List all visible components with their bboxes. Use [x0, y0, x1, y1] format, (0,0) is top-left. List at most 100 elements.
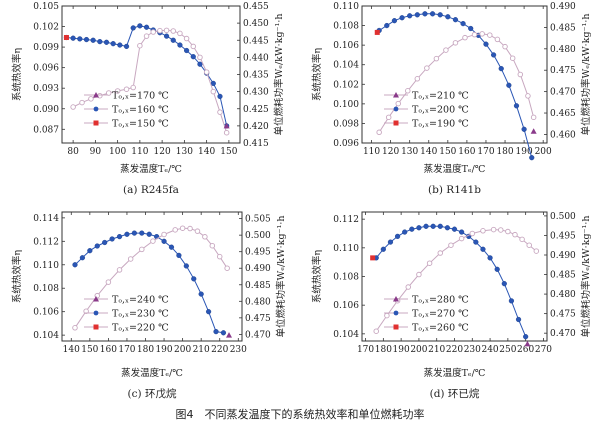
- efficiency-point: [87, 248, 93, 254]
- fuel-power-point: [509, 55, 516, 61]
- fuel-power-point: [498, 227, 504, 233]
- efficiency-point: [190, 54, 196, 60]
- y-left-tick-label: 0.108: [33, 284, 59, 294]
- y-right-tick-label: 0.470: [550, 329, 576, 339]
- x-tick-label: 230: [464, 345, 481, 355]
- efficiency-point: [402, 229, 408, 235]
- fuel-power-point: [217, 109, 223, 115]
- efficiency-point: [498, 66, 504, 72]
- efficiency-point: [380, 246, 386, 252]
- legend-marker-square: [393, 324, 399, 330]
- y-right-tick-label: 0.450: [243, 19, 269, 29]
- y-left-tick-label: 0.110: [33, 261, 59, 271]
- efficiency-point: [176, 252, 182, 258]
- efficiency-point: [103, 39, 110, 45]
- x-tick-label: 160: [458, 147, 475, 157]
- efficiency-point: [220, 330, 227, 336]
- legend-label: Tₒ,ₓ=190 ℃: [412, 119, 469, 130]
- legend-marker-circle: [93, 310, 99, 316]
- x-tick-label: 240: [481, 345, 498, 355]
- fuel-power-point: [479, 31, 485, 37]
- efficiency-point: [508, 298, 515, 304]
- fuel-power-point: [405, 284, 412, 290]
- efficiency-point: [102, 239, 108, 246]
- legend-label: Tₒ,ₓ=220 ℃: [112, 323, 169, 334]
- fuel-power-point: [224, 265, 230, 271]
- y-left-tick-label: 0.104: [333, 330, 359, 340]
- fuel-power-point: [405, 88, 411, 94]
- fuel-power-point: [150, 238, 156, 244]
- y-left-axis-label: 系统热效率η: [311, 250, 323, 304]
- x-axis-label: 蒸发温度Tₑ/℃: [121, 367, 183, 379]
- legend-label: Tₒ,ₓ=270 ℃: [412, 309, 469, 320]
- efficiency-point: [423, 223, 429, 229]
- y-left-tick-label: 0.098: [333, 119, 359, 129]
- efficiency-point: [460, 21, 466, 27]
- y-left-tick-label: 0.104: [333, 61, 359, 71]
- fuel-power-point: [187, 225, 193, 232]
- efficiency-point: [487, 255, 493, 261]
- y-left-tick-label: 0.096: [33, 64, 59, 74]
- x-tick-label: 140: [420, 147, 437, 157]
- y-right-tick-label: 0.490: [550, 2, 576, 12]
- x-tick-label: 190: [393, 345, 410, 355]
- panel-caption: (d) 环已烷: [430, 387, 480, 400]
- efficiency-point: [123, 43, 130, 50]
- efficiency-point: [197, 61, 203, 67]
- efficiency-point: [429, 11, 436, 17]
- panel-caption: (a) R245fa: [123, 184, 179, 196]
- x-tick-label: 150: [439, 147, 456, 157]
- fuel-power-point: [143, 33, 150, 39]
- plot-frame: [361, 5, 548, 144]
- x-tick-label: 160: [100, 345, 117, 355]
- x-tick-label: 180: [375, 345, 392, 355]
- fuel-power-point: [462, 34, 468, 41]
- fuel-power-point: [210, 88, 217, 95]
- chart-panel-2: 110 120 130 140 150 160 170 180 190 200 0.096 0.098…: [311, 2, 592, 196]
- y-left-axis-label: 系统热效率η: [11, 48, 23, 102]
- efficiency-point: [490, 52, 497, 58]
- efficiency-point: [213, 329, 219, 335]
- x-tick-label: 170: [477, 147, 494, 157]
- y-right-tick-label: 0.485: [550, 271, 576, 281]
- fuel-power-point: [170, 28, 176, 34]
- x-tick-label: 120: [382, 147, 399, 157]
- legend-label: Tₒ,ₓ=230 ℃: [112, 309, 169, 320]
- fuel-power-point: [172, 227, 178, 233]
- y-right-tick-label: 0.420: [243, 122, 269, 132]
- chart-panel-1: 80 90 100 110 120 130 140 150 0.087 0.090 0.093 0.0…: [11, 2, 285, 196]
- y-left-tick-label: 0.100: [333, 100, 359, 110]
- y-right-tick-label: 0.480: [550, 290, 576, 300]
- fuel-power-point: [177, 30, 183, 37]
- y-right-tick-label: 0.445: [243, 36, 269, 46]
- legend-marker-triangle: [93, 92, 99, 98]
- x-tick-label: 190: [155, 345, 172, 355]
- x-tick-label: 170: [357, 345, 374, 355]
- x-tick-label: 150: [81, 345, 98, 355]
- legend-marker-circle: [393, 310, 399, 316]
- x-tick-label: 140: [198, 147, 215, 157]
- efficiency-point: [97, 39, 103, 45]
- fuel-power-point: [105, 90, 112, 96]
- fuel-power-point: [512, 231, 518, 238]
- fuel-power-point: [480, 228, 486, 234]
- y-right-tick-label: 0.435: [243, 71, 269, 81]
- y-left-tick-label: 0.087: [33, 125, 59, 135]
- y-left-tick-label: 0.114: [33, 214, 59, 224]
- y-left-tick-label: 0.102: [333, 80, 359, 90]
- y-left-tick-label: 0.112: [333, 215, 359, 225]
- efficiency-point: [399, 15, 405, 21]
- x-tick-label: 260: [517, 345, 534, 355]
- efficiency-point: [437, 12, 443, 18]
- efficiency-point: [409, 226, 415, 232]
- y-right-tick-label: 0.500: [550, 212, 576, 222]
- efficiency-point: [168, 244, 175, 250]
- fuel-power-point: [127, 256, 134, 262]
- fuel-power-point: [183, 35, 190, 42]
- legend-label: Tₒ,ₓ=150 ℃: [112, 119, 169, 130]
- fuel-power-point: [79, 99, 85, 106]
- y-right-tick-label: 0.455: [243, 2, 269, 12]
- efficiency-point: [407, 13, 413, 19]
- efficiency-point: [130, 25, 136, 31]
- x-tick-label: 140: [63, 345, 80, 355]
